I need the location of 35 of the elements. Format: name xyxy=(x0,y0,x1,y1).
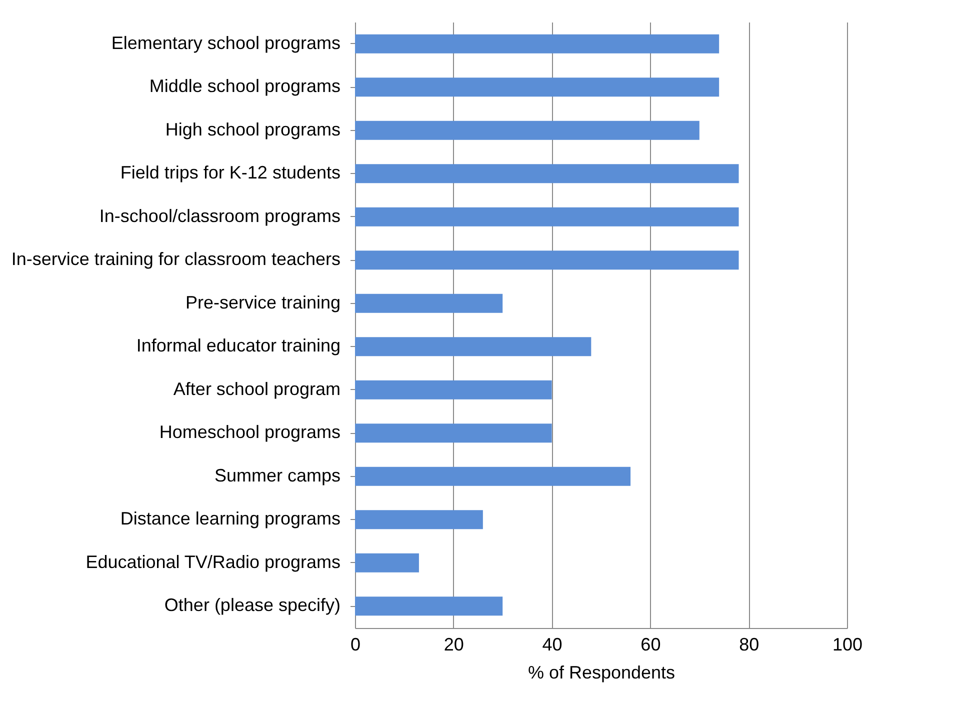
y-tick-label: Other (please specify) xyxy=(164,595,340,616)
bar xyxy=(355,424,552,443)
y-tick-label: Informal educator training xyxy=(136,336,340,356)
x-tick-label: 80 xyxy=(739,634,760,654)
y-tick-label: Elementary school programs xyxy=(111,32,340,53)
bar xyxy=(355,164,739,184)
bar xyxy=(355,294,503,313)
y-tick-label: Summer camps xyxy=(214,465,340,486)
bar xyxy=(355,553,419,572)
x-tick-label: 20 xyxy=(444,634,464,654)
bar xyxy=(355,120,700,140)
bar xyxy=(355,207,739,226)
y-tick-label: Pre-service training xyxy=(185,292,340,312)
y-tick-label: After school program xyxy=(173,378,340,399)
x-tick-label: 100 xyxy=(832,634,863,654)
bar xyxy=(355,380,552,400)
y-tick-label: Field trips for K-12 students xyxy=(120,162,340,183)
bar xyxy=(355,250,739,270)
bar xyxy=(355,78,720,97)
bar xyxy=(355,510,483,530)
bar xyxy=(355,466,631,486)
y-tick-label: Distance learning programs xyxy=(120,508,340,529)
y-tick-label: Homeschool programs xyxy=(159,422,340,442)
y-tick-label: In-service training for classroom teachers xyxy=(11,249,340,270)
y-tick-label: In-school/classroom programs xyxy=(99,206,340,226)
y-tick-label: Middle school programs xyxy=(149,76,340,96)
y-tick-label: High school programs xyxy=(165,119,340,140)
x-axis-title: % of Respondents xyxy=(528,662,676,682)
y-tick-label: Educational TV/Radio programs xyxy=(86,552,340,572)
x-tick-label: 0 xyxy=(350,634,361,654)
bar xyxy=(355,337,592,356)
bar xyxy=(355,596,503,616)
bar xyxy=(355,34,720,54)
x-tick-label: 60 xyxy=(640,634,661,654)
x-tick-label: 40 xyxy=(542,634,562,654)
